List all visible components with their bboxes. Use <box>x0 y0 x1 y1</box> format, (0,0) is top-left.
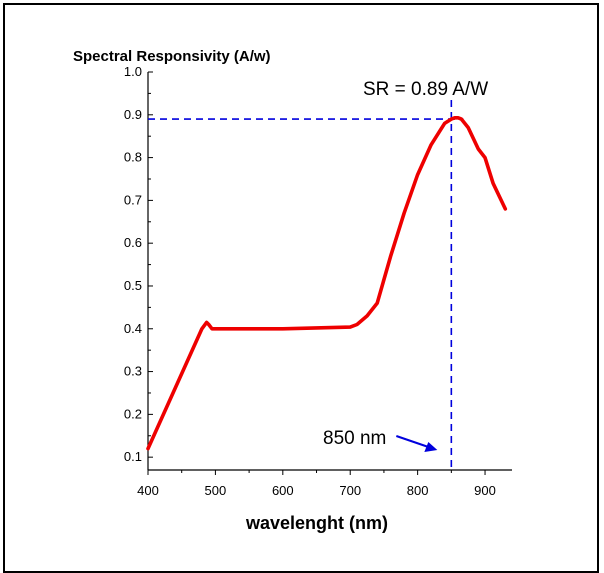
x-tick-label: 900 <box>474 483 496 498</box>
y-tick-label: 0.5 <box>124 278 142 293</box>
x-tick-label: 800 <box>407 483 429 498</box>
wavelength-arrow-line <box>396 435 432 449</box>
x-tick-label: 500 <box>205 483 227 498</box>
y-tick-label: 0.1 <box>124 449 142 464</box>
y-tick-label: 1.0 <box>124 64 142 79</box>
x-axis-label: wavelenght (nm) <box>245 513 388 533</box>
x-tick-label: 700 <box>339 483 361 498</box>
y-tick-label: 0.7 <box>124 192 142 207</box>
x-tick-label: 600 <box>272 483 294 498</box>
y-tick-label: 0.6 <box>124 235 142 250</box>
y-tick-label: 0.8 <box>124 150 142 165</box>
wavelength-arrow-head <box>424 442 438 452</box>
x-tick-label: 400 <box>137 483 159 498</box>
y-tick-label: 0.2 <box>124 406 142 421</box>
y-tick-label: 0.4 <box>124 321 142 336</box>
y-tick-label: 0.3 <box>124 364 142 379</box>
y-axis-label: Spectral Responsivity (A/w) <box>73 48 271 65</box>
sr-annotation: SR = 0.89 A/W <box>363 79 488 100</box>
y-tick-label: 0.9 <box>124 107 142 122</box>
wavelength-annotation: 850 nm <box>323 428 386 449</box>
responsivity-curve <box>146 116 508 451</box>
